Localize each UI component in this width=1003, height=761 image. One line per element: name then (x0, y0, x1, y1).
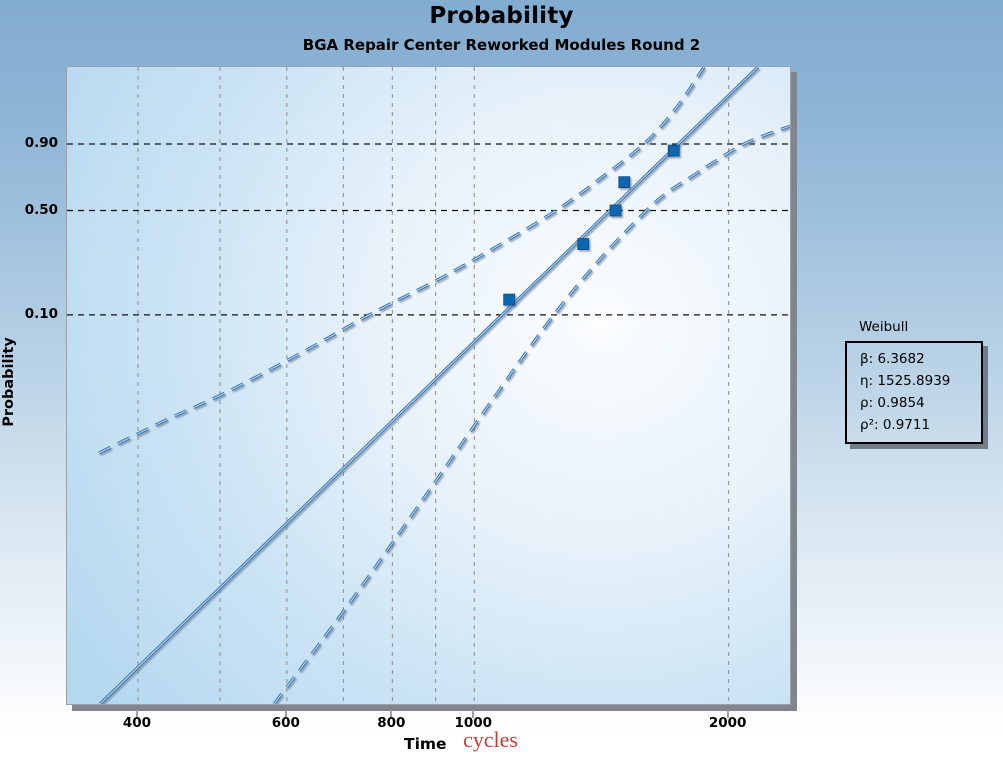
data-point-marker (667, 144, 680, 157)
x-tick-label: 2000 (708, 715, 747, 731)
y-tick-label: 0.50 (24, 201, 58, 218)
y-axis-title: Probability (1, 337, 17, 427)
x-tick-label: 400 (122, 715, 152, 731)
x-axis-title: Time (404, 735, 447, 753)
x-tick-mark (135, 710, 138, 718)
x-tick-mark (726, 710, 729, 718)
legend-entry: ρ: 0.9854 (860, 395, 925, 411)
legend-entry: β: 6.3682 (860, 351, 925, 367)
plot-svg (67, 67, 790, 704)
x-tick-label: 800 (377, 715, 406, 731)
data-point-marker (609, 204, 622, 217)
x-tick-mark (284, 710, 287, 718)
weibull-fit-line (98, 67, 760, 704)
chart-subtitle: BGA Repair Center Reworked Modules Round… (302, 36, 701, 54)
y-tick-label: 0.90 (24, 134, 58, 151)
x-tick-mark (390, 710, 393, 718)
x-tick-label: 1000 (454, 715, 493, 731)
legend-box: β: 6.3682 η: 1525.8939 ρ: 0.9854 ρ²: 0.9711 (845, 341, 983, 444)
x-tick-label: 600 (271, 715, 300, 731)
y-tick-label: 0.10 (24, 305, 58, 322)
data-point-marker (503, 293, 516, 306)
plot-area (66, 66, 791, 705)
data-point-marker (577, 238, 590, 251)
legend-entry: η: 1525.8939 (860, 373, 951, 389)
legend-entry: ρ²: 0.9711 (860, 417, 931, 433)
x-axis-unit: cycles (463, 727, 518, 752)
upper-confidence-bound (98, 67, 706, 455)
legend-title: Weibull (859, 319, 909, 335)
lower-confidence-bound (272, 124, 790, 704)
data-point-marker (618, 176, 631, 189)
chart-title: Probability (429, 3, 574, 29)
x-tick-mark (472, 710, 475, 718)
data-points (503, 144, 680, 306)
